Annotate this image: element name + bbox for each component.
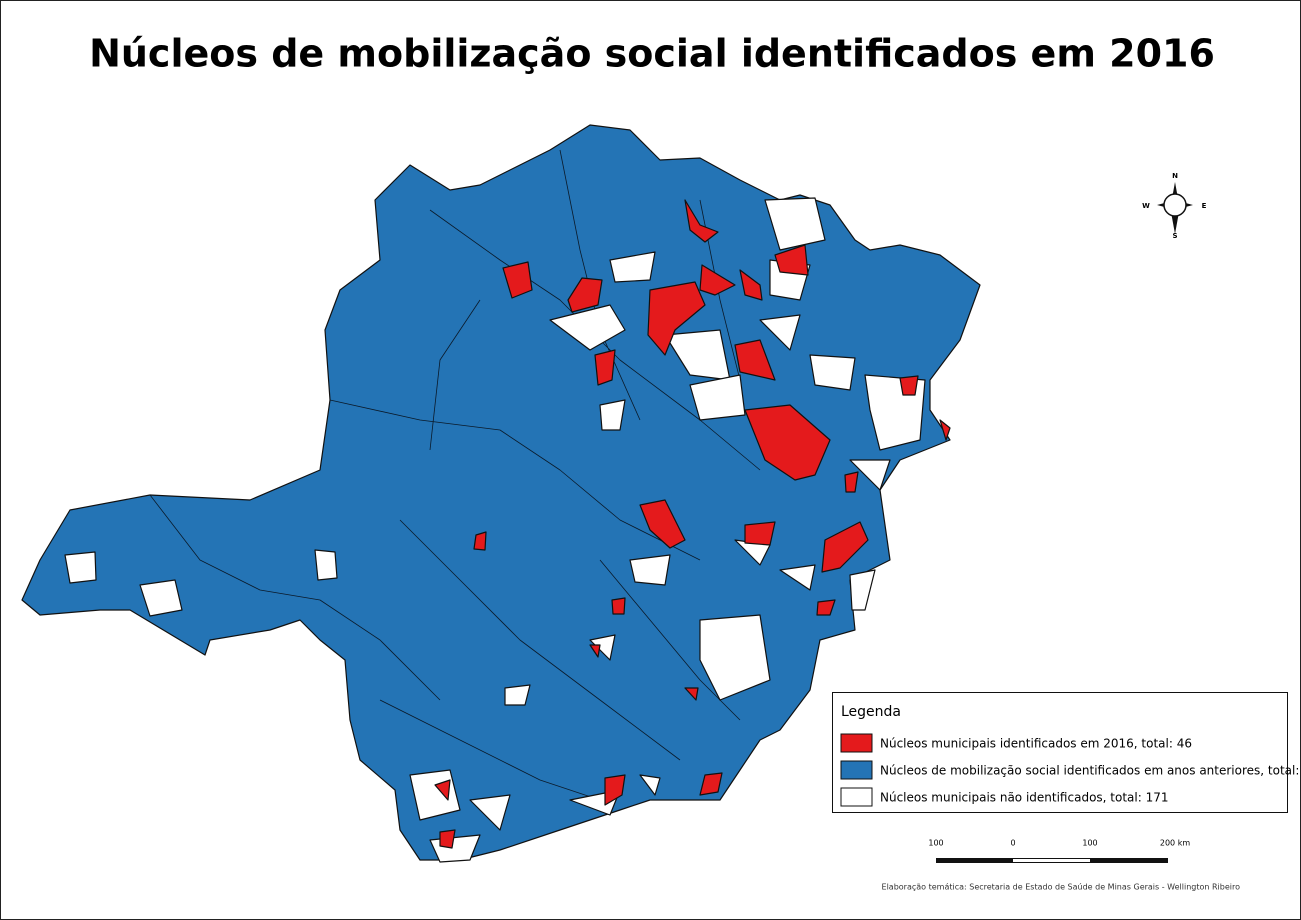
legend-label: Núcleos municipais não identificados, to… — [880, 791, 1169, 805]
legend-swatch — [840, 760, 873, 780]
legend-title: Legenda — [841, 704, 901, 720]
credit: Elaboração temática: Secretaria de Estad… — [882, 883, 1241, 892]
state-map — [21, 124, 981, 863]
compass-east: E — [1202, 202, 1207, 210]
legend: Legenda Núcleos municipais identificados… — [832, 692, 1301, 813]
legend-label: Núcleos de mobilização social identifica… — [880, 764, 1301, 778]
legend-swatch — [840, 787, 873, 807]
legend-box — [832, 692, 1288, 813]
legend-swatch — [840, 733, 873, 753]
region-identified-2016 — [434, 199, 951, 849]
scale-label: 200 km — [1160, 839, 1190, 848]
compass-west: W — [1142, 202, 1150, 210]
map-title: Núcleos de mobilização social identifica… — [89, 32, 1215, 76]
scale-label: 100 — [928, 839, 943, 848]
scale-label: 0 — [1010, 839, 1015, 848]
scale-bar: 100 0 100 200 km — [928, 839, 1190, 863]
scale-label: 100 — [1082, 839, 1097, 848]
compass: N E S W — [1142, 172, 1206, 240]
compass-north: N — [1172, 172, 1178, 180]
legend-label: Núcleos municipais identificados em 2016… — [880, 737, 1192, 751]
compass-south: S — [1172, 232, 1177, 240]
